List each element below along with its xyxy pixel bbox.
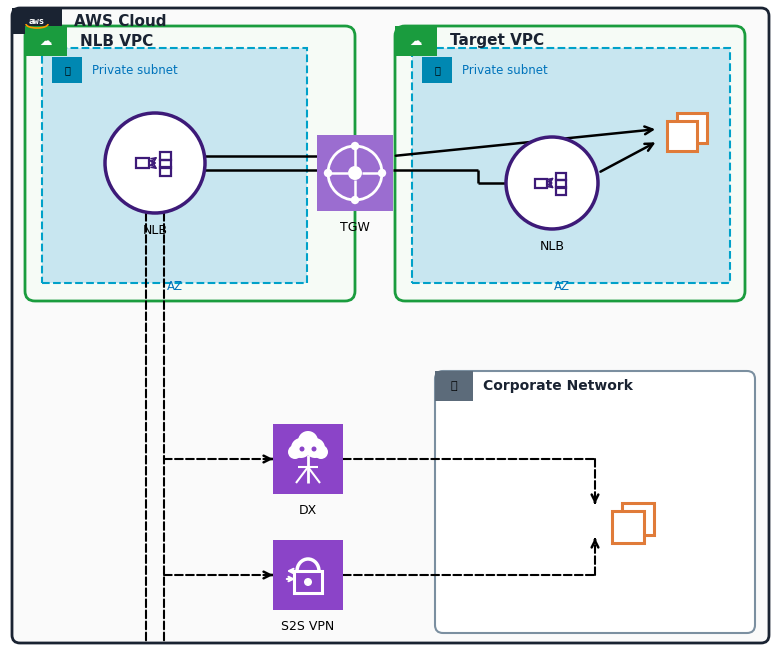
- Bar: [535, 178, 547, 187]
- Circle shape: [314, 445, 328, 459]
- Bar: [677, 113, 707, 143]
- Text: NLB: NLB: [540, 240, 565, 253]
- Text: aws: aws: [29, 16, 45, 25]
- FancyBboxPatch shape: [25, 26, 355, 301]
- Text: ☁: ☁: [410, 35, 423, 48]
- Text: Target VPC: Target VPC: [450, 33, 544, 49]
- Circle shape: [378, 169, 386, 177]
- Circle shape: [312, 447, 316, 452]
- Text: 🔒: 🔒: [64, 65, 70, 75]
- Bar: [159, 159, 171, 168]
- Text: AWS Cloud: AWS Cloud: [74, 14, 166, 29]
- Bar: [52, 57, 82, 83]
- Bar: [556, 173, 566, 180]
- Text: S2S VPN: S2S VPN: [281, 620, 334, 633]
- Circle shape: [506, 137, 598, 229]
- Text: 🔒: 🔒: [434, 65, 440, 75]
- Bar: [12, 8, 62, 34]
- Text: ☁: ☁: [40, 35, 52, 48]
- Text: AZ: AZ: [167, 281, 183, 294]
- Text: NLB: NLB: [142, 223, 167, 236]
- Circle shape: [351, 196, 359, 204]
- Bar: [317, 135, 393, 211]
- Circle shape: [298, 431, 318, 451]
- FancyBboxPatch shape: [395, 26, 745, 301]
- Bar: [622, 503, 654, 535]
- Text: Corporate Network: Corporate Network: [483, 379, 633, 393]
- Circle shape: [299, 447, 305, 452]
- Bar: [25, 26, 67, 56]
- Bar: [273, 424, 343, 494]
- FancyBboxPatch shape: [435, 371, 755, 633]
- Circle shape: [288, 445, 302, 459]
- Circle shape: [305, 438, 325, 458]
- Bar: [412, 48, 730, 283]
- Text: TGW: TGW: [340, 221, 370, 234]
- Bar: [294, 571, 322, 593]
- Text: DX: DX: [299, 505, 317, 518]
- Text: AZ: AZ: [554, 281, 570, 294]
- Circle shape: [324, 169, 332, 177]
- Bar: [667, 121, 697, 151]
- Circle shape: [291, 438, 311, 458]
- Text: 🏢: 🏢: [451, 381, 458, 391]
- FancyBboxPatch shape: [12, 8, 769, 643]
- Bar: [395, 26, 437, 56]
- Bar: [435, 371, 473, 401]
- Bar: [42, 48, 307, 283]
- Circle shape: [304, 578, 312, 586]
- Bar: [136, 158, 149, 168]
- Text: Private subnet: Private subnet: [92, 64, 178, 77]
- Bar: [612, 511, 644, 543]
- Text: Private subnet: Private subnet: [462, 64, 547, 77]
- Bar: [273, 540, 343, 610]
- Bar: [556, 180, 566, 187]
- Bar: [422, 57, 452, 83]
- Circle shape: [348, 166, 362, 180]
- Bar: [556, 187, 566, 195]
- Bar: [159, 152, 171, 160]
- Circle shape: [351, 142, 359, 150]
- Bar: [159, 167, 171, 176]
- Text: NLB VPC: NLB VPC: [80, 33, 153, 49]
- Circle shape: [105, 113, 205, 213]
